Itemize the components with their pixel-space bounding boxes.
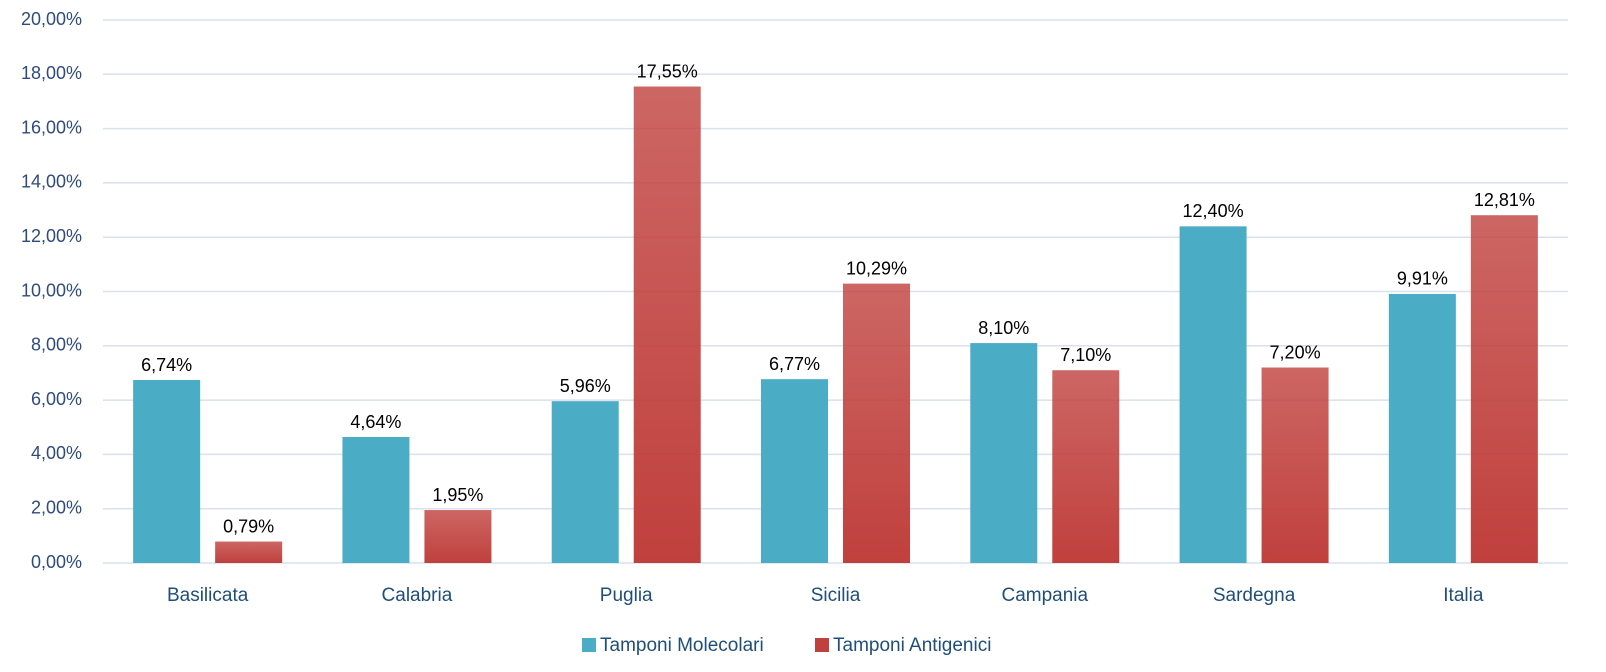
value-label: 7,20% bbox=[1270, 342, 1321, 362]
bar bbox=[215, 541, 283, 563]
y-tick-label: 14,00% bbox=[21, 172, 82, 192]
value-label: 12,81% bbox=[1474, 190, 1535, 210]
legend-label: Tamponi Molecolari bbox=[600, 635, 764, 656]
y-tick-label: 6,00% bbox=[31, 389, 82, 409]
bar bbox=[843, 283, 910, 563]
bar bbox=[1261, 367, 1329, 563]
y-tick-label: 4,00% bbox=[31, 443, 82, 463]
bar bbox=[551, 401, 619, 563]
y-tick-label: 0,00% bbox=[31, 552, 82, 572]
bar bbox=[633, 86, 701, 563]
x-tick-label: Sardegna bbox=[1213, 585, 1296, 606]
bar bbox=[1470, 215, 1538, 563]
y-tick-label: 18,00% bbox=[21, 63, 82, 83]
legend-swatch bbox=[815, 638, 829, 652]
y-tick-label: 16,00% bbox=[21, 117, 82, 137]
value-label: 5,96% bbox=[560, 376, 611, 396]
y-tick-label: 10,00% bbox=[21, 280, 82, 300]
bar bbox=[133, 380, 201, 563]
value-label: 0,79% bbox=[223, 516, 274, 536]
bar bbox=[342, 437, 410, 563]
legend-label: Tamponi Antigenici bbox=[833, 635, 991, 656]
bar bbox=[1388, 293, 1456, 563]
x-tick-label: Basilicata bbox=[167, 585, 249, 606]
value-label: 12,40% bbox=[1183, 201, 1244, 221]
x-tick-label: Italia bbox=[1443, 585, 1484, 606]
x-tick-label: Calabria bbox=[382, 585, 453, 606]
bar bbox=[761, 379, 828, 563]
bar bbox=[424, 510, 492, 563]
x-tick-label: Puglia bbox=[600, 585, 653, 606]
value-label: 8,10% bbox=[978, 318, 1029, 338]
y-tick-label: 12,00% bbox=[21, 226, 82, 246]
value-label: 17,55% bbox=[637, 61, 698, 81]
y-tick-label: 2,00% bbox=[31, 497, 82, 517]
bar bbox=[1179, 226, 1247, 563]
value-label: 6,77% bbox=[769, 354, 820, 374]
value-label: 1,95% bbox=[432, 485, 483, 505]
value-label: 10,29% bbox=[846, 258, 907, 278]
value-label: 9,91% bbox=[1397, 269, 1448, 289]
legend-swatch bbox=[582, 638, 596, 652]
bar bbox=[1052, 370, 1120, 563]
bar bbox=[970, 343, 1038, 563]
x-tick-label: Sicilia bbox=[811, 585, 861, 606]
value-label: 6,74% bbox=[141, 355, 192, 375]
value-label: 4,64% bbox=[350, 412, 401, 432]
x-tick-label: Campania bbox=[1001, 585, 1088, 606]
y-tick-label: 20,00% bbox=[21, 9, 82, 29]
value-label: 7,10% bbox=[1060, 345, 1111, 365]
y-tick-label: 8,00% bbox=[31, 335, 82, 355]
